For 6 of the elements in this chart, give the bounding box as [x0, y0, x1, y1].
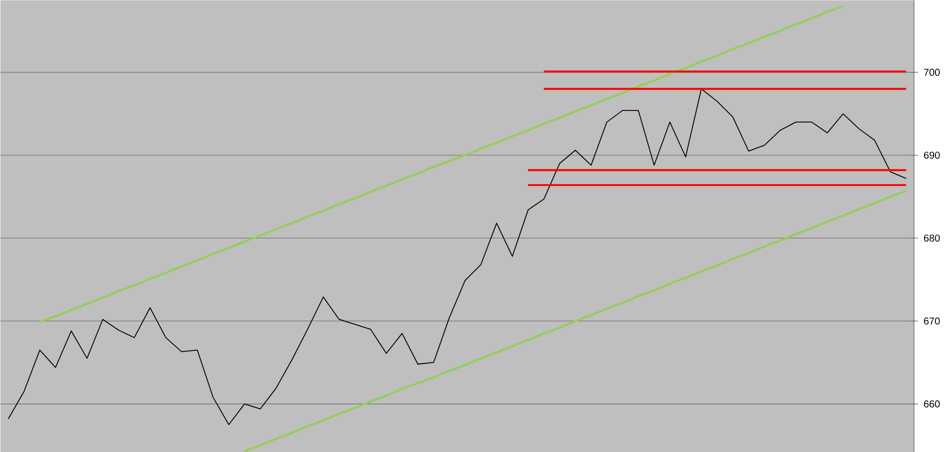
y-tick-label: 670 — [924, 317, 940, 324]
y-tick-label: 680 — [924, 234, 940, 242]
y-tick-label: 690 — [924, 152, 940, 159]
y-tick-label: 660 — [924, 400, 940, 408]
y-tick-label: 700 — [924, 68, 940, 76]
line-series — [244, 190, 908, 452]
